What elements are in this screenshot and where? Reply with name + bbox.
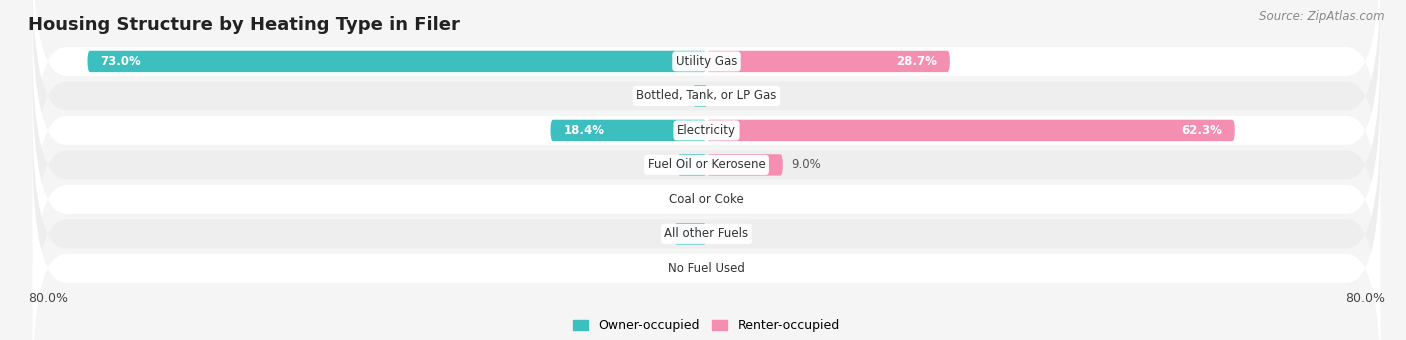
- FancyBboxPatch shape: [32, 76, 1381, 323]
- FancyBboxPatch shape: [678, 154, 707, 175]
- FancyBboxPatch shape: [32, 145, 1381, 340]
- Text: 73.0%: 73.0%: [100, 55, 141, 68]
- Text: 0.0%: 0.0%: [716, 227, 745, 240]
- FancyBboxPatch shape: [32, 41, 1381, 288]
- Text: 1.5%: 1.5%: [707, 89, 740, 102]
- Text: 62.3%: 62.3%: [1181, 124, 1222, 137]
- FancyBboxPatch shape: [707, 120, 1234, 141]
- Text: 28.7%: 28.7%: [896, 55, 938, 68]
- FancyBboxPatch shape: [551, 120, 707, 141]
- Legend: Owner-occupied, Renter-occupied: Owner-occupied, Renter-occupied: [574, 320, 839, 333]
- FancyBboxPatch shape: [32, 0, 1381, 185]
- FancyBboxPatch shape: [675, 223, 707, 244]
- FancyBboxPatch shape: [32, 7, 1381, 254]
- Text: 80.0%: 80.0%: [1346, 292, 1385, 305]
- Text: 0.0%: 0.0%: [716, 89, 745, 102]
- Text: 9.0%: 9.0%: [792, 158, 821, 171]
- FancyBboxPatch shape: [693, 85, 707, 107]
- FancyBboxPatch shape: [32, 0, 1381, 219]
- Text: 3.8%: 3.8%: [688, 227, 720, 240]
- Text: 0.0%: 0.0%: [668, 262, 697, 275]
- Text: 3.4%: 3.4%: [690, 158, 723, 171]
- Text: 0.0%: 0.0%: [716, 193, 745, 206]
- Text: All other Fuels: All other Fuels: [665, 227, 748, 240]
- FancyBboxPatch shape: [707, 154, 783, 175]
- Text: 0.0%: 0.0%: [716, 262, 745, 275]
- FancyBboxPatch shape: [707, 51, 950, 72]
- Text: Electricity: Electricity: [678, 124, 735, 137]
- Text: 80.0%: 80.0%: [28, 292, 67, 305]
- Text: No Fuel Used: No Fuel Used: [668, 262, 745, 275]
- Text: Source: ZipAtlas.com: Source: ZipAtlas.com: [1260, 10, 1385, 23]
- Text: 18.4%: 18.4%: [564, 124, 605, 137]
- Text: Utility Gas: Utility Gas: [676, 55, 737, 68]
- Text: Housing Structure by Heating Type in Filer: Housing Structure by Heating Type in Fil…: [28, 16, 460, 34]
- Text: Coal or Coke: Coal or Coke: [669, 193, 744, 206]
- Text: Bottled, Tank, or LP Gas: Bottled, Tank, or LP Gas: [637, 89, 776, 102]
- FancyBboxPatch shape: [32, 110, 1381, 340]
- Text: 0.0%: 0.0%: [668, 193, 697, 206]
- Text: Fuel Oil or Kerosene: Fuel Oil or Kerosene: [648, 158, 765, 171]
- FancyBboxPatch shape: [87, 51, 707, 72]
